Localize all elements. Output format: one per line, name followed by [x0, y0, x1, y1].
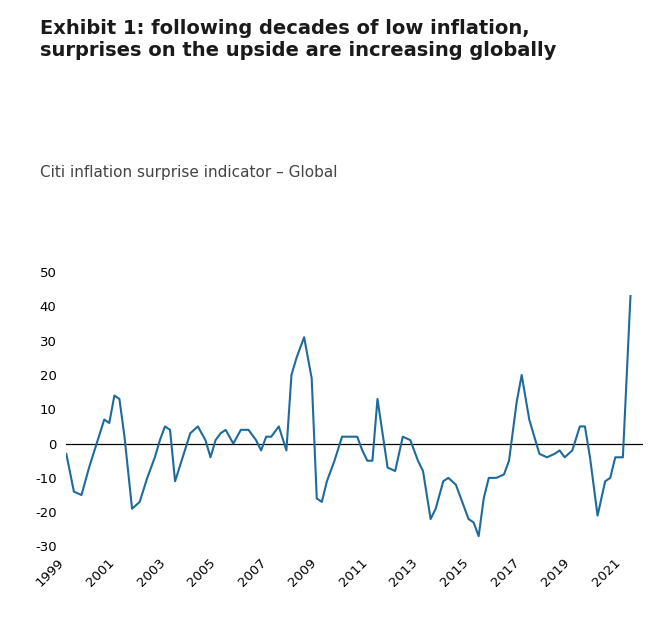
Text: Citi inflation surprise indicator – Global: Citi inflation surprise indicator – Glob… [40, 165, 337, 179]
Text: Exhibit 1: following decades of low inflation,
surprises on the upside are incre: Exhibit 1: following decades of low infl… [40, 19, 556, 60]
